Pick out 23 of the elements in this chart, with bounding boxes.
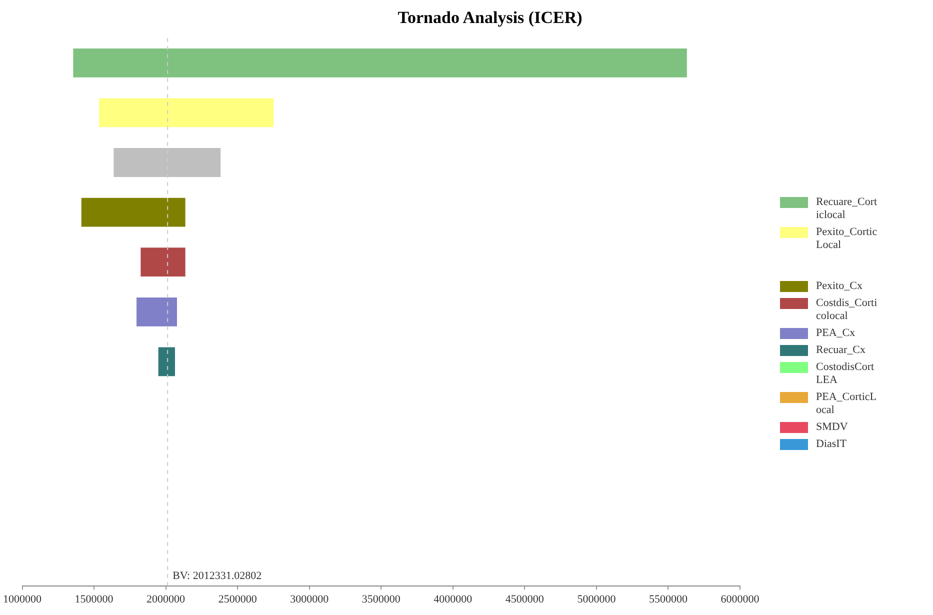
- legend-label: PEA_CorticLocal: [816, 391, 878, 417]
- x-tick-label: 5500000: [648, 593, 688, 606]
- legend-label: Costdis_Corticolocal: [816, 297, 878, 323]
- legend-label: SMDV: [816, 421, 849, 434]
- legend-label: PEA_Cx: [816, 327, 856, 340]
- chart-title: Tornado Analysis (ICER): [396, 8, 584, 28]
- x-tick-label: 4500000: [505, 593, 544, 606]
- legend-label: Pexito_Cx: [816, 280, 864, 293]
- ref-line-label: BV: 2012331.02802: [172, 570, 262, 582]
- x-tick-label: 5000000: [577, 593, 616, 606]
- x-tick-label: 1500000: [74, 593, 114, 606]
- legend-label: Pexito_CorticLocal: [816, 226, 878, 252]
- x-tick-label: 3500000: [362, 593, 401, 606]
- x-tick-label: 1000000: [3, 593, 42, 606]
- x-tick-label: 6000000: [720, 593, 760, 606]
- legend-label: DiasIT: [816, 438, 848, 451]
- legend-label: CostodisCortLEA: [816, 361, 876, 387]
- x-tick-label: 3000000: [290, 593, 330, 606]
- x-tick-label: 2000000: [146, 593, 186, 606]
- legend-label: Recuare_Corticlocal: [816, 196, 878, 222]
- x-tick-label: 4000000: [434, 593, 473, 606]
- legend-label: Recuar_Cx: [816, 344, 866, 357]
- x-tick-label: 2500000: [218, 593, 258, 606]
